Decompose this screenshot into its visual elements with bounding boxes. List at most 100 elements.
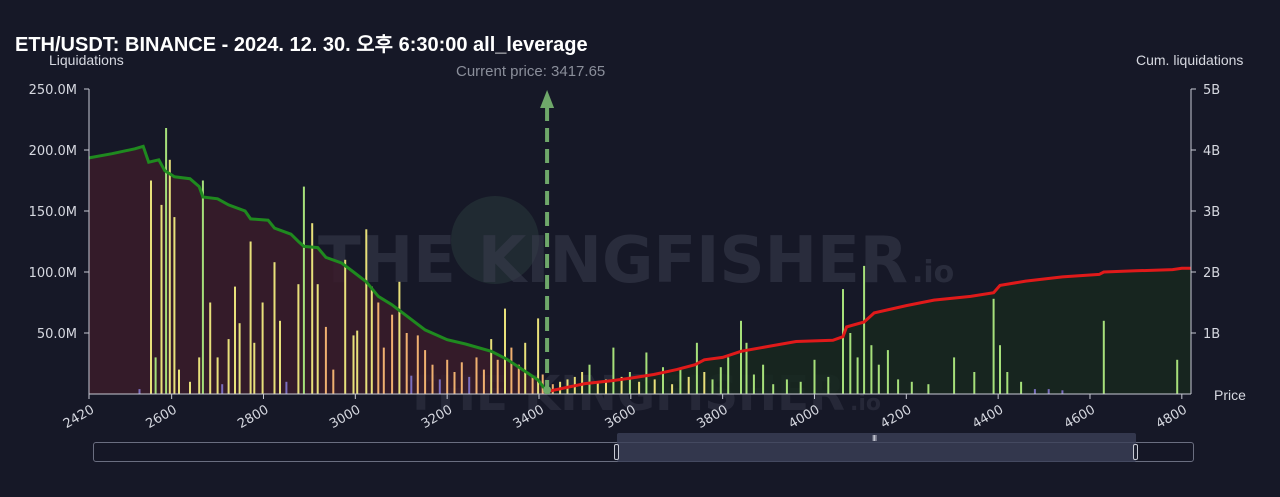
liquidation-bar bbox=[671, 384, 674, 394]
x-axis-label: Price bbox=[1214, 387, 1246, 403]
liquidation-bar bbox=[138, 389, 141, 394]
liquidation-bar bbox=[870, 345, 873, 394]
liquidation-bar bbox=[365, 229, 368, 394]
liquidation-bar bbox=[772, 384, 775, 394]
liquidation-bar bbox=[927, 384, 930, 394]
watermark-suffix-lower: .io bbox=[850, 391, 881, 416]
liquidation-bar bbox=[897, 379, 900, 394]
liquidation-bar bbox=[160, 204, 163, 394]
liquidation-bar bbox=[431, 364, 434, 394]
liquidation-bar bbox=[645, 352, 648, 394]
liquidation-bar bbox=[438, 379, 441, 394]
liquidation-bar bbox=[612, 347, 615, 394]
x-tick-label: 3000 bbox=[327, 402, 363, 432]
liquidation-bar bbox=[216, 357, 219, 394]
liquidation-bar bbox=[311, 223, 314, 394]
liquidation-bar bbox=[377, 302, 380, 394]
liquidation-bar bbox=[1020, 381, 1023, 394]
liquidation-bar bbox=[416, 335, 419, 394]
liquidation-bar bbox=[332, 369, 335, 394]
y-tick-label: 150.0M bbox=[29, 205, 77, 220]
liquidation-bar bbox=[510, 347, 513, 394]
liquidation-bar bbox=[740, 320, 742, 394]
liquidation-bar bbox=[711, 379, 714, 394]
liquidation-bar bbox=[745, 342, 748, 394]
liquidation-bar bbox=[638, 381, 641, 394]
watermark-suffix: .io bbox=[912, 255, 954, 290]
liquidation-bar bbox=[605, 379, 607, 394]
liquidation-bar bbox=[679, 369, 682, 394]
x-tick-label: 2420 bbox=[61, 402, 97, 432]
liquidation-bar bbox=[253, 342, 256, 394]
y2-tick-label: 5B bbox=[1203, 83, 1220, 98]
range-slider-window[interactable] bbox=[617, 433, 1136, 462]
liquidation-bar bbox=[279, 320, 281, 394]
liquidation-bar bbox=[531, 376, 534, 394]
liquidation-bar bbox=[249, 241, 252, 394]
y-tick-label: 50.0M bbox=[37, 327, 77, 342]
liquidation-bar bbox=[221, 384, 224, 394]
liquidation-bar bbox=[992, 298, 995, 394]
liquidation-bar bbox=[827, 376, 830, 394]
liquidation-bar bbox=[453, 372, 456, 394]
liquidation-bar bbox=[813, 359, 816, 394]
liquidation-bar bbox=[695, 342, 698, 394]
liquidation-bar bbox=[1061, 390, 1064, 394]
liquidation-bar bbox=[302, 186, 305, 394]
liquidation-bar bbox=[356, 330, 359, 394]
y-tick-label: 200.0M bbox=[29, 144, 77, 159]
left-axis-label: Liquidations bbox=[49, 52, 124, 68]
liquidation-bar bbox=[877, 364, 880, 394]
y-tick-label: 250.0M bbox=[29, 83, 77, 98]
liquidation-bar bbox=[999, 345, 1001, 394]
liquidation-bar bbox=[198, 357, 201, 394]
liquidation-bar bbox=[482, 369, 485, 394]
liquidation-bar bbox=[856, 357, 859, 394]
liquidation-bar bbox=[189, 381, 191, 394]
liquidation-bar bbox=[261, 302, 264, 394]
range-slider-left-handle[interactable] bbox=[614, 444, 619, 460]
liquidation-bar bbox=[785, 379, 788, 394]
liquidation-bar bbox=[468, 376, 471, 394]
liquidation-bar bbox=[201, 180, 204, 394]
liquidation-bar bbox=[150, 180, 152, 394]
range-slider-right-handle[interactable] bbox=[1133, 444, 1138, 460]
x-tick-label: 4400 bbox=[970, 402, 1006, 432]
liquidation-bar bbox=[596, 381, 599, 394]
liquidation-bar bbox=[382, 347, 385, 394]
liquidation-bars bbox=[138, 128, 1179, 394]
liquidation-bar bbox=[370, 286, 373, 394]
chart-title: ETH/USDT: BINANCE - 2024. 12. 30. 오후 6:3… bbox=[15, 34, 588, 56]
liquidation-bar bbox=[1176, 359, 1179, 394]
liquidation-bar bbox=[460, 362, 463, 394]
liquidation-bar bbox=[490, 339, 493, 394]
y2-tick-label: 2B bbox=[1203, 266, 1220, 281]
range-slider-grip-icon[interactable]: III bbox=[872, 434, 877, 443]
right-axis-label: Cum. liquidations bbox=[1136, 52, 1244, 68]
liquidation-bar bbox=[446, 359, 449, 394]
liquidation-bar bbox=[209, 302, 212, 394]
liquidation-bar bbox=[653, 379, 656, 394]
short-cum-line bbox=[88, 144, 548, 393]
liquidation-bar bbox=[504, 308, 506, 394]
x-tick-label: 4600 bbox=[1062, 402, 1098, 432]
liquidation-bar bbox=[475, 357, 478, 394]
liquidation-bar bbox=[752, 374, 755, 394]
liquidation-bar bbox=[410, 375, 413, 394]
liquidation-bar bbox=[178, 369, 180, 394]
long-cum-line bbox=[546, 266, 1191, 394]
liquidation-bar bbox=[405, 333, 408, 394]
y2-tick-label: 3B bbox=[1203, 205, 1220, 220]
liquidation-bar bbox=[297, 284, 300, 394]
liquidation-bar bbox=[628, 372, 631, 394]
watermark-text: THE KINGFISHER bbox=[318, 224, 908, 298]
liquidation-bar bbox=[524, 342, 527, 394]
liquidation-bar bbox=[849, 333, 852, 394]
liquidation-bar bbox=[234, 286, 236, 394]
liquidation-bar bbox=[517, 364, 520, 394]
liquidation-bar bbox=[316, 284, 319, 394]
liquidation-bar bbox=[324, 326, 327, 394]
liquidation-bar bbox=[1102, 320, 1105, 394]
liquidation-bar bbox=[842, 289, 844, 394]
